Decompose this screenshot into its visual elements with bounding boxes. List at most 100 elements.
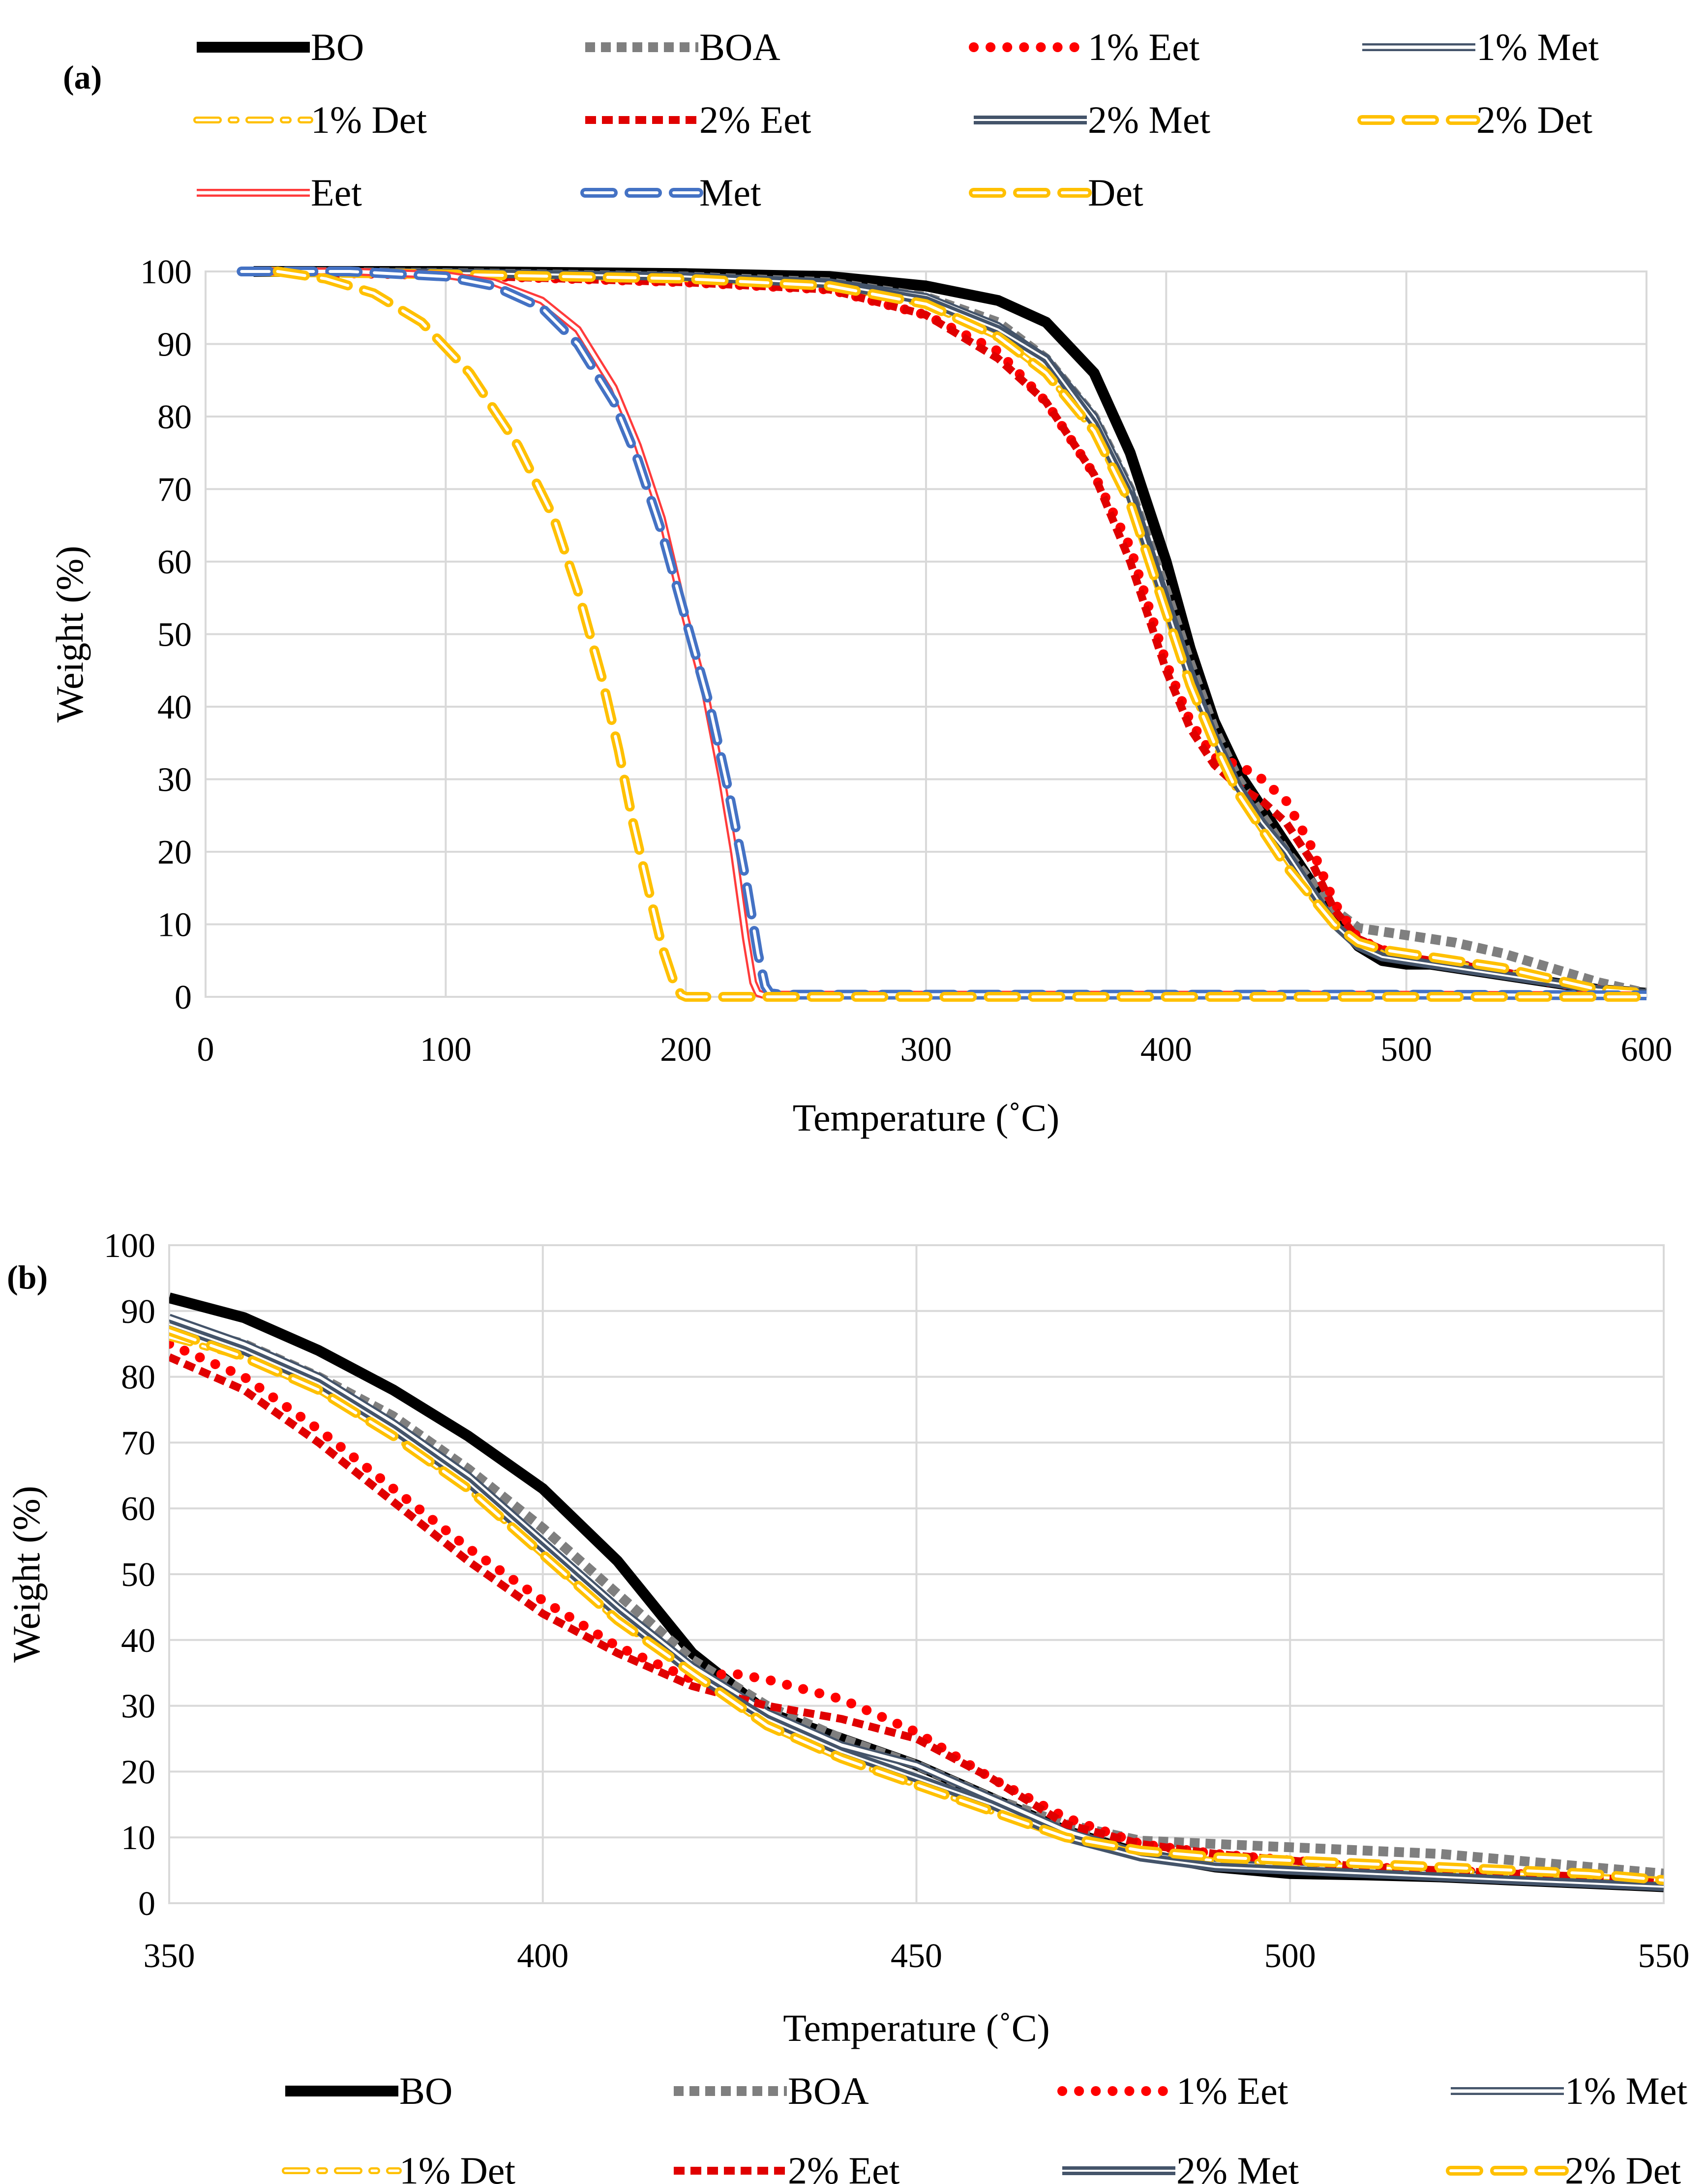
y-tick-label: 50: [157, 616, 192, 654]
x-tick-label: 500: [1380, 1031, 1432, 1069]
y-tick-label: 0: [138, 1885, 155, 1923]
series-line-2pct-det: [169, 1325, 1664, 1885]
legend-item-1pct-eet: 1% Eet: [1057, 2069, 1288, 2112]
legend-item-2pct-eet: 2% Eet: [674, 2149, 900, 2184]
x-tick-label: 400: [1140, 1031, 1192, 1069]
x-axis-title: Temperature (˚C): [783, 2006, 1049, 2049]
plot-area-a: 0 10 20 30 40 50 60 70 80 90 100 0 100 200 300 400 500 60…: [48, 253, 1673, 1139]
y-tick-label: 40: [157, 688, 192, 726]
panel-label-b: (b): [7, 1258, 48, 1296]
x-tick-label: 300: [900, 1031, 952, 1069]
legend-label: BO: [399, 2069, 452, 2112]
y-tick-label: 10: [157, 906, 192, 944]
legend-item-1pct-det: 1% Det: [193, 98, 427, 141]
series-group: [237, 266, 1646, 1002]
chart-panel-a: (a) BO BOA 1% Eet 1% Met 1% Det 2% Eet 2% Met 2…: [48, 26, 1673, 1139]
legend-label: 2% Met: [1088, 98, 1210, 141]
y-tick-label: 50: [121, 1556, 155, 1594]
y-tick-label: 60: [121, 1490, 155, 1528]
y-tick-label: 20: [121, 1753, 155, 1791]
series-line-2pct-eet: [253, 268, 1646, 997]
legend-item-1pct-met: 1% Met: [1451, 2069, 1687, 2112]
y-tick-label: 30: [121, 1688, 155, 1726]
legend-label: 1% Met: [1476, 26, 1599, 68]
series-line-1pct-det: [250, 268, 1646, 997]
legend-label: 1% Det: [311, 98, 427, 141]
y-tick-label: 20: [157, 834, 192, 871]
chart-panel-b: (b) 0 10 20 30 40 50 60 70 80 90 100 350 400 450 500 55…: [5, 1227, 1690, 2184]
series-line-boa: [169, 1319, 1664, 1879]
x-tick-label: 500: [1264, 1937, 1316, 1975]
legend-label: 2% Eet: [788, 2149, 900, 2184]
y-tick-label: 0: [175, 979, 192, 1017]
series-line-det: [272, 267, 1646, 1002]
series-group: [169, 1292, 1664, 1892]
y-tick-label: 70: [157, 471, 192, 509]
legend-item-1pct-eet: 1% Eet: [969, 26, 1200, 68]
series-line-2pct-det: [248, 267, 1646, 998]
x-tick-label: 200: [660, 1031, 712, 1069]
legend-label: BO: [311, 26, 364, 68]
x-tick-label: 0: [197, 1031, 214, 1069]
legend-item-2pct-met: 2% Met: [1062, 2149, 1299, 2184]
x-tick-label: 450: [891, 1937, 942, 1975]
series-line-2pct-met: [253, 267, 1646, 998]
y-tick-label: 90: [157, 326, 192, 364]
legend-item-eet: Eet: [197, 171, 362, 214]
legend-item-2pct-det: 2% Det: [1446, 2149, 1681, 2184]
legend-item-boa: BOA: [585, 26, 780, 68]
legend-label: 1% Met: [1565, 2069, 1687, 2112]
y-tick-label: 30: [157, 761, 192, 799]
legend-item-2pct-eet: 2% Eet: [585, 98, 811, 141]
y-tick-label: 10: [121, 1819, 155, 1857]
legend-item-1pct-det: 1% Det: [282, 2149, 515, 2184]
x-tick-label: 100: [420, 1031, 472, 1069]
series-line-bo: [253, 266, 1646, 999]
legend-label: 1% Eet: [1176, 2069, 1288, 2112]
y-tick-label: 80: [157, 398, 192, 436]
legend-item-1pct-met: 1% Met: [1362, 26, 1599, 68]
legend-b: BO BOA 1% Eet 1% Met 1% Det 2% Eet 2% Met 2% De…: [282, 2069, 1687, 2184]
x-tick-label: 400: [517, 1937, 569, 1975]
legend-item-boa: BOA: [674, 2069, 869, 2112]
legend-item-bo: BO: [285, 2069, 452, 2112]
legend-item-2pct-det: 2% Det: [1357, 98, 1592, 141]
legend-item-2pct-met: 2% Met: [974, 98, 1210, 141]
y-tick-label: 100: [140, 253, 192, 291]
x-tick-label: 600: [1621, 1031, 1673, 1069]
legend-item-bo: BO: [197, 26, 364, 68]
legend-label: Met: [699, 171, 761, 214]
y-axis-title: Weight (%): [48, 546, 91, 723]
legend-a: BO BOA 1% Eet 1% Met 1% Det 2% Eet 2% Met 2% De…: [193, 26, 1599, 214]
y-tick-label: 70: [121, 1424, 155, 1462]
legend-label: Eet: [311, 171, 362, 214]
series-line-boa: [253, 267, 1646, 998]
y-tick-label: 40: [121, 1622, 155, 1660]
legend-label: 2% Det: [1476, 98, 1592, 141]
legend-label: Det: [1088, 171, 1143, 214]
series-line-2pct-met: [169, 1320, 1664, 1891]
legend-label: BOA: [699, 26, 780, 68]
y-axis-title: Weight (%): [5, 1486, 48, 1663]
plot-frame: [168, 1244, 1665, 1904]
x-axis-title: Temperature (˚C): [793, 1096, 1059, 1139]
legend-item-det: Det: [969, 171, 1143, 214]
legend-label: 1% Eet: [1088, 26, 1200, 68]
legend-label: 2% Met: [1176, 2149, 1299, 2184]
series-line-1pct-met: [253, 268, 1646, 997]
y-tick-label: 90: [121, 1293, 155, 1331]
y-tick-label: 60: [157, 543, 192, 581]
legend-label: BOA: [788, 2069, 869, 2112]
x-tick-label: 350: [144, 1937, 195, 1975]
legend-item-met: Met: [580, 171, 761, 214]
x-tick-label: 550: [1638, 1937, 1690, 1975]
panel-label-a: (a): [63, 59, 102, 96]
legend-label: 2% Eet: [699, 98, 811, 141]
y-tick-label: 80: [121, 1359, 155, 1397]
legend-label: 1% Det: [399, 2149, 515, 2184]
plot-area-b: 0 10 20 30 40 50 60 70 80 90 100 350 400 450 500 550 Tem…: [5, 1227, 1690, 2049]
legend-label: 2% Det: [1565, 2149, 1681, 2184]
y-tick-label: 100: [104, 1227, 155, 1265]
series-line-1pct-eet: [248, 267, 1646, 998]
